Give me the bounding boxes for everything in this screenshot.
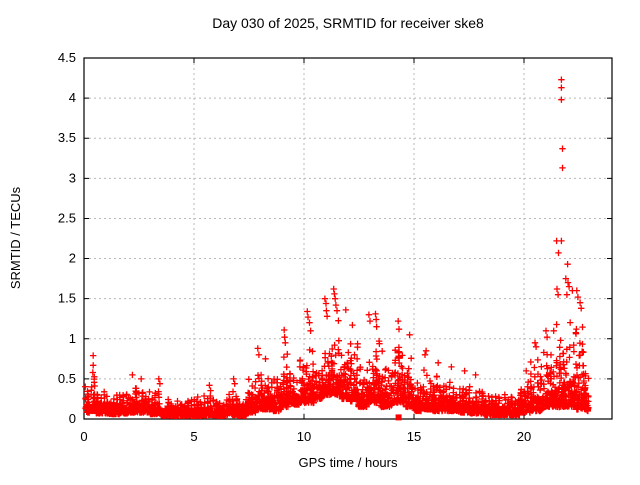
- y-tick-label: 2: [69, 251, 76, 266]
- y-tick-label: 4.5: [58, 50, 76, 65]
- x-tick-label: 10: [297, 429, 311, 444]
- y-tick-label: 4: [69, 90, 76, 105]
- y-tick-label: 1: [69, 331, 76, 346]
- y-tick-label: 3.5: [58, 130, 76, 145]
- outlier-square-marker: [395, 414, 402, 421]
- chart-title: Day 030 of 2025, SRMTID for receiver ske…: [212, 15, 484, 31]
- x-tick-label: 5: [190, 429, 197, 444]
- gridlines: [84, 58, 612, 419]
- x-tick-label: 20: [517, 429, 531, 444]
- y-tick-label: 2.5: [58, 210, 76, 225]
- y-tick-label: 0.5: [58, 371, 76, 386]
- y-tick-label: 1.5: [58, 291, 76, 306]
- y-tick-label: 3: [69, 170, 76, 185]
- plot-border: [83, 57, 613, 420]
- y-axis-label: SRMTID / TECUs: [8, 186, 23, 289]
- x-tick-label: 0: [80, 429, 87, 444]
- x-tick-label: 15: [407, 429, 421, 444]
- y-tick-label: 0: [69, 411, 76, 426]
- x-axis-label: GPS time / hours: [299, 455, 398, 470]
- data-points: [82, 76, 592, 419]
